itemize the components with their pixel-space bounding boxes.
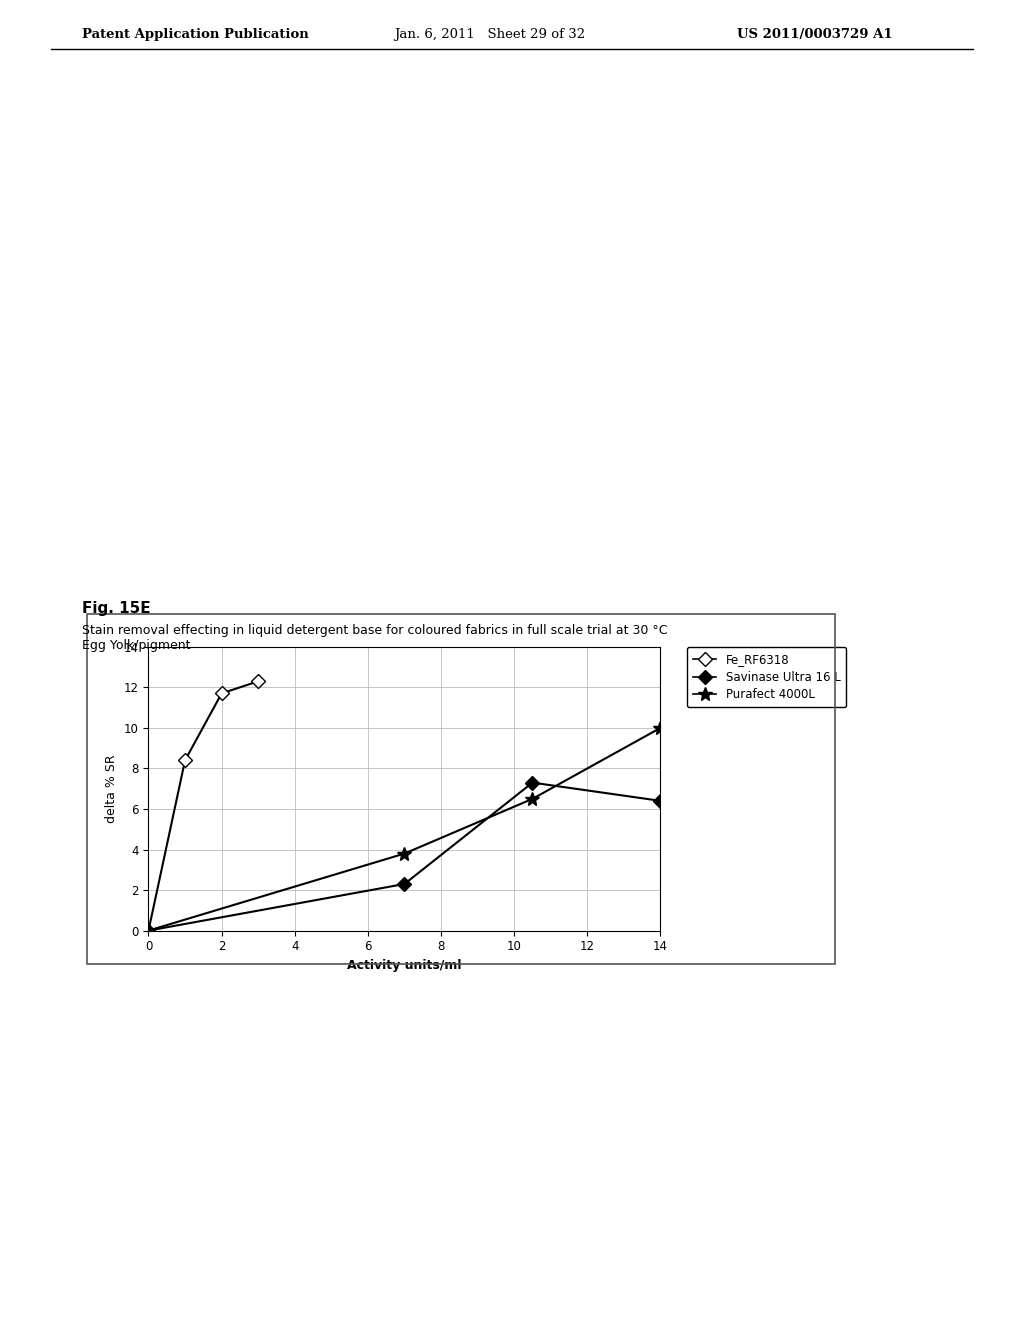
Fe_RF6318 (215, 685, 227, 701)
Text: US 2011/0003729 A1: US 2011/0003729 A1 (737, 28, 893, 41)
Text: Jan. 6, 2011   Sheet 29 of 32: Jan. 6, 2011 Sheet 29 of 32 (394, 28, 586, 41)
Fe_RF6318 (179, 752, 191, 768)
Savinase Ultra 16 L (142, 923, 155, 939)
Text: Stain removal effecting in liquid detergent base for coloured fabrics in full sc: Stain removal effecting in liquid deterg… (82, 624, 668, 652)
Line: Purafect 4000L: Purafect 4000L (141, 721, 668, 937)
Line: Savinase Ultra 16 L: Savinase Ultra 16 L (143, 777, 666, 936)
Savinase Ultra 16 L (398, 876, 411, 892)
Y-axis label: delta % SR: delta % SR (105, 755, 118, 822)
Text: Fig. 15E: Fig. 15E (82, 601, 151, 615)
Fe_RF6318 (142, 923, 155, 939)
Purafect 4000L (398, 846, 411, 862)
Savinase Ultra 16 L (526, 775, 539, 791)
Savinase Ultra 16 L (654, 793, 667, 809)
Purafect 4000L (142, 923, 155, 939)
Purafect 4000L (654, 719, 667, 735)
X-axis label: Activity units/ml: Activity units/ml (347, 958, 462, 972)
Fe_RF6318 (252, 673, 264, 689)
Purafect 4000L (526, 791, 539, 807)
Legend: Fe_RF6318, Savinase Ultra 16 L, Purafect 4000L: Fe_RF6318, Savinase Ultra 16 L, Purafect… (687, 647, 847, 708)
Text: Patent Application Publication: Patent Application Publication (82, 28, 308, 41)
Line: Fe_RF6318: Fe_RF6318 (143, 676, 263, 936)
